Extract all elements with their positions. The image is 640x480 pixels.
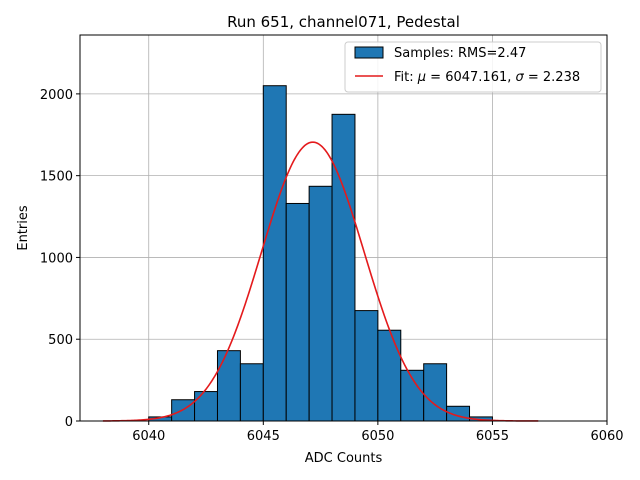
x-axis-ticks: 6040 6045 6050 6055 6060	[132, 421, 624, 444]
y-axis-ticks: 0 500 1000 1500 2000	[40, 88, 80, 430]
x-tick-label: 6045	[247, 429, 280, 444]
histogram-bar	[216, 350, 241, 422]
histogram-bar	[262, 85, 287, 422]
legend-fit-mu-symbol: μ	[417, 70, 426, 85]
legend-label-samples: Samples: RMS=2.47	[394, 46, 526, 61]
x-tick-label: 6055	[476, 429, 509, 444]
histogram-bar	[423, 363, 448, 422]
x-tick-label: 6060	[590, 429, 623, 444]
legend-fit-sigma-symbol: σ	[516, 70, 525, 85]
legend-label-fit: Fit: μ = 6047.161, σ = 2.238	[394, 70, 580, 85]
fit-curve	[102, 141, 539, 422]
histogram-bar	[239, 363, 264, 422]
plot-frame	[79, 34, 608, 422]
legend-box	[344, 41, 602, 93]
histogram-bar	[285, 202, 310, 422]
histogram-bar	[331, 113, 356, 422]
legend-fit-mu-value: = 6047.161,	[426, 70, 515, 85]
legend-fit-sigma-value: = 2.238	[524, 70, 580, 85]
x-tick-label: 6040	[132, 429, 165, 444]
legend-swatch-samples	[354, 46, 384, 59]
y-tick-label: 500	[48, 333, 73, 348]
y-tick-label: 0	[65, 415, 73, 430]
histogram-bar	[194, 391, 218, 422]
x-tick-label: 6050	[361, 429, 394, 444]
y-tick-label: 2000	[40, 88, 73, 103]
y-tick-label: 1500	[40, 170, 73, 185]
legend-fit-prefix: Fit:	[394, 70, 418, 85]
histogram-bar	[377, 329, 402, 422]
y-tick-label: 1000	[40, 251, 73, 266]
histogram-bars	[148, 85, 493, 422]
y-axis-label: Entries	[16, 205, 31, 251]
x-axis-label: ADC Counts	[305, 451, 383, 466]
chart-title: Run 651, channel071, Pedestal	[227, 13, 460, 31]
histogram-bar	[308, 185, 333, 422]
fit-curve-layer	[102, 141, 539, 422]
histogram-bar	[354, 310, 379, 422]
legend: Samples: RMS=2.47 Fit: μ = 6047.161, σ =…	[344, 41, 602, 93]
